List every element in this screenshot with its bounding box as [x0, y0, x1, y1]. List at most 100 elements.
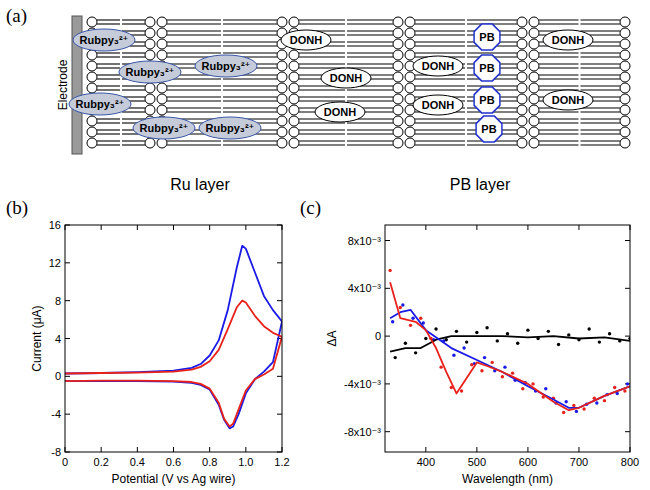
y-tick	[385, 240, 390, 241]
y-tick-label: 8	[55, 295, 61, 307]
chart: (b)00.20.40.60.81.01.2-8-40481216Potenti…	[6, 197, 290, 486]
y-tick	[277, 414, 282, 415]
lipid-tail	[167, 41, 221, 42]
plot-frame	[65, 225, 282, 452]
x-tick	[209, 225, 210, 230]
y-tick	[65, 414, 70, 415]
scatter-point	[531, 382, 534, 385]
scatter-point	[401, 303, 404, 306]
lipid-head	[529, 116, 539, 126]
lipid-tail	[347, 129, 393, 130]
lipid-head	[87, 116, 97, 126]
lipid-tail	[347, 45, 393, 46]
lipid-head	[405, 28, 415, 38]
y-axis-title: Current (μA)	[30, 305, 44, 371]
lipid-tail	[539, 144, 579, 145]
scatter-point	[434, 327, 437, 330]
lipid-head	[620, 94, 630, 104]
scatter-point	[521, 387, 524, 390]
lipid-tail	[122, 56, 145, 57]
lipid-head	[277, 94, 287, 104]
scatter-point	[452, 354, 455, 357]
lipid-tail	[581, 63, 621, 64]
lipid-tail	[97, 144, 120, 145]
lipid-tail	[299, 129, 345, 130]
x-tick	[101, 447, 102, 452]
lipid-tail	[539, 111, 579, 112]
lipid-tail	[467, 19, 517, 20]
scatter-point	[564, 400, 567, 403]
scatter-point	[409, 324, 412, 327]
y-tick	[625, 431, 630, 432]
lipid-head	[405, 83, 415, 93]
lipid-head	[529, 50, 539, 60]
series-group	[65, 246, 282, 429]
lipid-tail	[539, 140, 579, 141]
pb-label: PB	[479, 94, 494, 106]
scatter-point	[404, 342, 407, 345]
diagram: (a)ElectrodeRubpy₃²⁺Rubpy₃²⁺Rubpy₃²⁺Rubp…	[6, 5, 630, 193]
lipid-heads	[87, 17, 630, 148]
lipid-tail	[415, 140, 465, 141]
scatter-point	[503, 365, 506, 368]
lipid-tail	[223, 111, 277, 112]
lipid-tail	[97, 52, 120, 53]
y-tick-label: 4x10⁻³	[348, 282, 382, 294]
scatter-point	[475, 331, 478, 334]
lipid-head	[87, 72, 97, 82]
pb-label: PB	[479, 62, 494, 74]
scatter-point	[544, 387, 547, 390]
lipid-head	[87, 17, 97, 27]
y-tick-label: 0	[375, 330, 381, 342]
y-tick	[277, 300, 282, 301]
scatter-point	[424, 337, 427, 340]
x-tick	[245, 225, 246, 230]
lipid-tail	[97, 23, 120, 24]
lipid-tail	[347, 34, 393, 35]
scatter-point	[613, 386, 616, 389]
lipid-head	[277, 50, 287, 60]
lipid-tail	[415, 23, 465, 24]
y-tick	[385, 431, 390, 432]
scatter-point	[455, 330, 458, 333]
lipid-tail	[415, 45, 465, 46]
lipid-head	[517, 50, 527, 60]
ru-complex-label: Rubpy₃²⁺	[76, 98, 125, 110]
lipid-head	[289, 61, 299, 71]
y-tick	[277, 376, 282, 377]
lipid-head	[620, 17, 630, 27]
scatter-point	[511, 371, 514, 374]
lipid-tail	[122, 30, 145, 31]
series-group	[388, 269, 630, 415]
y-tick-label: -4	[51, 408, 61, 420]
lipid-tail	[415, 30, 465, 31]
ru-complex-label: Rubpy₃²⁺	[202, 60, 251, 72]
lipid-tail	[97, 63, 120, 64]
lipid-tail	[167, 111, 221, 112]
lipid-tail	[539, 122, 579, 123]
lipid-head	[529, 39, 539, 49]
lipid-head	[277, 105, 287, 115]
x-tick-label: 1.0	[238, 456, 253, 468]
lipid-tail	[347, 144, 393, 145]
lipid-head	[620, 105, 630, 115]
lipid-tail	[581, 111, 621, 112]
lipid-head	[277, 138, 287, 148]
lipid-tail	[223, 34, 277, 35]
scatter-point	[439, 365, 442, 368]
lipid-tail	[415, 144, 465, 145]
lipid-head	[277, 72, 287, 82]
donh-label: DONH	[290, 34, 322, 46]
lipid-head	[393, 39, 403, 49]
lipid-head	[157, 94, 167, 104]
lipid-tail	[299, 23, 345, 24]
lipid-tail	[347, 100, 393, 101]
lipid-head	[620, 50, 630, 60]
lipid-tail	[467, 52, 517, 53]
y-tick	[385, 336, 390, 337]
scatter-point	[562, 411, 565, 414]
lipid-head	[289, 17, 299, 27]
plot-frame	[385, 225, 630, 452]
lipid-tail	[581, 118, 621, 119]
lipid-head	[405, 116, 415, 126]
